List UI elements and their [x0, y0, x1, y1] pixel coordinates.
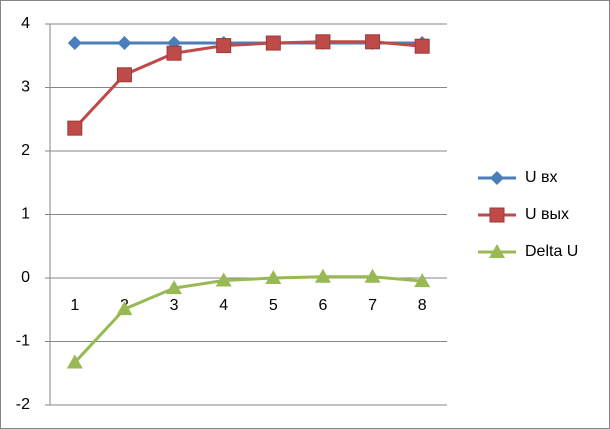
legend-label: Delta U	[525, 243, 578, 260]
x-tick-label: 8	[418, 297, 427, 314]
x-tick-label: 4	[219, 297, 228, 314]
point-marker	[66, 354, 83, 369]
y-tick-label: -2	[16, 396, 30, 413]
point-marker	[215, 272, 232, 287]
x-tick-label: 6	[318, 297, 327, 314]
point-marker	[166, 280, 183, 295]
y-tick-label: 3	[21, 79, 30, 96]
point-marker	[166, 45, 182, 61]
series-line	[73, 40, 423, 130]
y-tick-label: 1	[21, 206, 30, 223]
legend-marker	[489, 207, 505, 223]
point-marker	[315, 34, 331, 50]
point-marker	[414, 273, 431, 288]
legend-label: U вх	[525, 169, 558, 186]
x-tick-label: 7	[368, 297, 377, 314]
series-line	[73, 275, 423, 364]
point-marker	[116, 301, 133, 316]
point-marker	[116, 67, 132, 83]
point-marker	[265, 35, 281, 51]
x-tick-label: 1	[70, 297, 79, 314]
point-marker	[216, 38, 232, 54]
point-marker	[67, 36, 82, 51]
point-marker	[414, 38, 430, 54]
point-marker	[365, 34, 381, 50]
y-tick-label: -1	[16, 333, 30, 350]
point-marker	[67, 120, 83, 136]
legend-label: U вых	[525, 206, 569, 223]
y-tick-label: 0	[21, 269, 30, 286]
point-marker	[314, 268, 331, 283]
point-marker	[364, 268, 381, 283]
legend-marker	[490, 171, 504, 185]
point-marker	[117, 36, 132, 51]
y-tick-label: 4	[21, 15, 30, 32]
x-tick-label: 3	[170, 297, 179, 314]
x-tick-label: 5	[269, 297, 278, 314]
point-marker	[265, 270, 282, 284]
y-tick-label: 2	[21, 142, 30, 159]
legend-marker	[489, 244, 505, 258]
